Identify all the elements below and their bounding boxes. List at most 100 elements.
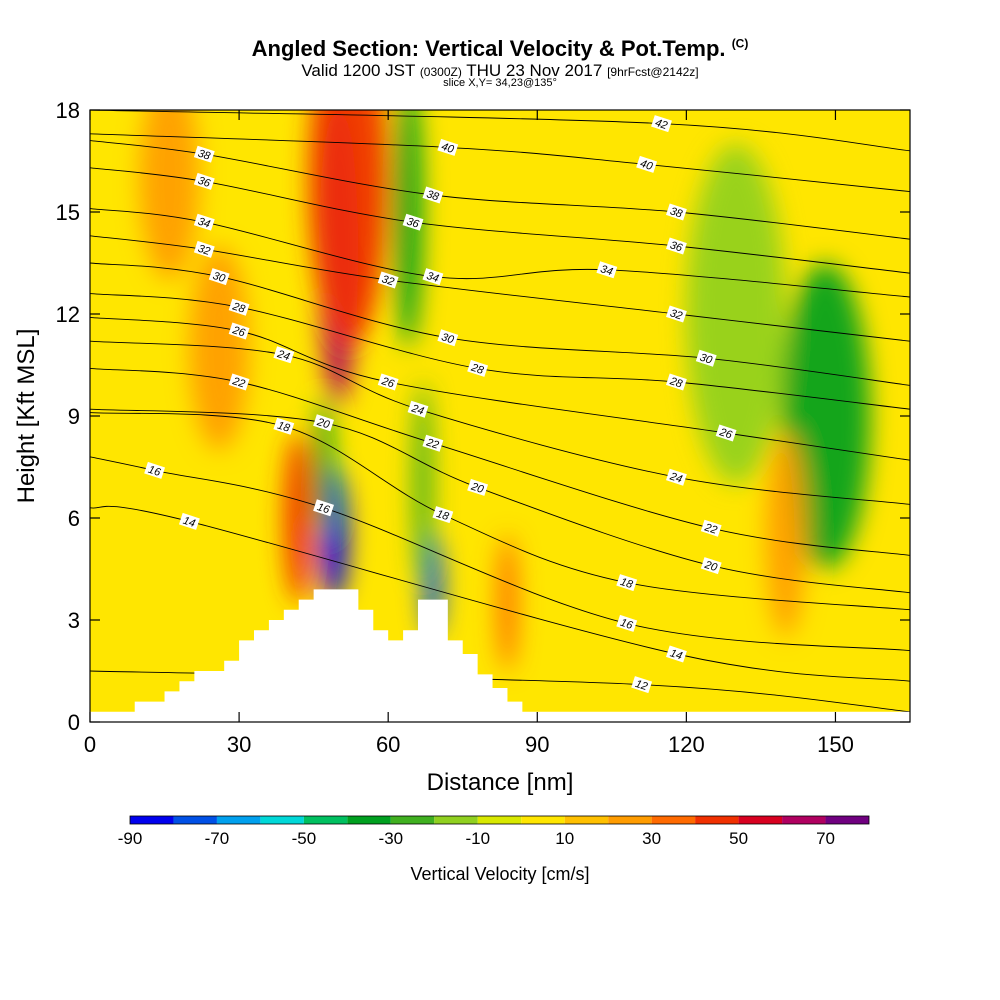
- isentrope-label: 36: [666, 237, 687, 255]
- x-axis-label: Distance [nm]: [427, 769, 574, 796]
- velocity-cell: [139, 110, 200, 280]
- isentrope-label: 34: [596, 261, 618, 279]
- isentrope-label-box: [700, 557, 722, 575]
- velocity-cell: [189, 246, 250, 450]
- isentrope-label-box: [273, 417, 295, 435]
- isentrope-label-box: [422, 268, 444, 286]
- isentrope-label: 26: [377, 373, 399, 391]
- colorbar-swatch: [130, 816, 174, 824]
- isentrope-label: 32: [666, 305, 687, 323]
- isentrope-label-text: 16: [147, 464, 163, 479]
- isentrope-label: 26: [228, 322, 250, 340]
- colorbar-swatch: [216, 816, 261, 824]
- isentrope-label-text: 32: [380, 273, 395, 288]
- isentrope-label-text: 26: [717, 426, 734, 442]
- colorbar-tick-label: -50: [292, 829, 317, 848]
- x-tick-label: 0: [84, 732, 96, 757]
- isentrope-label: 20: [467, 478, 489, 496]
- isentrope-label: 38: [193, 145, 215, 163]
- isentrope-label: 38: [666, 203, 687, 221]
- isentrope-label-box: [407, 400, 429, 418]
- velocity-cell: [686, 144, 786, 484]
- isentrope-line: [90, 235, 910, 342]
- velocity-field: [90, 110, 910, 722]
- colorbar-swatch: [303, 816, 348, 824]
- isentrope-label-text: 30: [698, 352, 714, 367]
- valid-date: THU 23 Nov 2017: [466, 61, 603, 80]
- colorbar: -90 -70 -50 -30 -10 10 30 50 70: [118, 815, 870, 848]
- isentrope-lines: [90, 110, 910, 713]
- isentrope-label-box: [422, 434, 444, 452]
- isentrope-label: 42: [651, 115, 672, 132]
- isentrope-label-text: 22: [702, 521, 718, 537]
- isentrope-label-text: 36: [668, 239, 684, 254]
- isentrope-label-text: 18: [619, 576, 635, 591]
- isentrope-line: [90, 367, 910, 556]
- isentrope-label-text: 34: [425, 270, 440, 285]
- isentrope-label: 18: [616, 574, 638, 592]
- colorbar-tick-label: -90: [118, 829, 143, 848]
- colorbar-swatch: [434, 816, 478, 824]
- isentrope-label: 16: [616, 614, 638, 632]
- isentrope-label-box: [596, 261, 618, 279]
- velocity-cell: [413, 382, 433, 586]
- y-tick-label: 3: [68, 608, 80, 633]
- y-tick-label: 6: [68, 506, 80, 531]
- isentrope-label-text: 26: [230, 324, 247, 340]
- isentrope-label-text: 28: [469, 361, 486, 377]
- isentrope-label-box: [631, 676, 653, 694]
- isentrope-label-text: 32: [668, 307, 683, 322]
- isentrope-label: 38: [422, 186, 444, 204]
- isentrope-label-box: [616, 574, 638, 592]
- isentrope-label-text: 22: [230, 375, 246, 391]
- title-mark: (C): [731, 36, 749, 51]
- isentrope-line: [90, 140, 910, 240]
- y-tick-label: 9: [68, 404, 80, 429]
- velocity-cell: [765, 433, 806, 637]
- isentrope-label: 18: [273, 417, 295, 435]
- isentrope-label-text: 40: [440, 141, 456, 156]
- isentrope-label: 36: [193, 172, 215, 190]
- isentrope-label-box: [666, 203, 687, 221]
- valid-utc: (0300Z): [419, 65, 462, 79]
- isentrope-line: [90, 262, 910, 386]
- isentrope-label-box: [422, 186, 444, 204]
- isentrope-label-text: 28: [230, 300, 247, 316]
- isentrope-label: 12: [631, 676, 653, 694]
- isentrope-line: [90, 208, 910, 298]
- isentrope-label-box: [313, 499, 334, 517]
- isentrope-label-text: 24: [409, 402, 425, 418]
- isentrope-label-text: 22: [424, 436, 440, 452]
- y-tick-label: 12: [56, 302, 80, 327]
- isentrope-label-box: [467, 359, 489, 377]
- isentrope-label: 34: [422, 268, 444, 286]
- isentrope-label-box: [616, 614, 638, 632]
- isentrope-label-text: 30: [211, 270, 227, 285]
- isentrope-label: 22: [228, 373, 250, 391]
- title-main: Angled Section: Vertical Velocity & Pot.…: [251, 36, 726, 61]
- isentrope-label-text: 30: [440, 331, 456, 346]
- isentrope-label-text: 34: [599, 263, 614, 278]
- isentrope-label-box: [193, 240, 215, 258]
- isentrope-label-box: [228, 373, 250, 391]
- x-tick-label: 30: [227, 732, 251, 757]
- isentrope-label-box: [432, 506, 454, 524]
- x-axis: 0 30 60 90 120 150: [84, 110, 854, 757]
- isentrope-label-box: [666, 305, 687, 323]
- y-tick-label: 18: [56, 98, 80, 123]
- isentrope-label-text: 24: [667, 470, 683, 486]
- isentrope-label: 14: [666, 645, 687, 663]
- isentrope-label-box: [193, 213, 215, 231]
- colorbar-tick-label: -10: [465, 829, 490, 848]
- isentrope-line: [90, 340, 910, 505]
- isentrope-label-box: [228, 298, 250, 316]
- isentrope-label-box: [695, 349, 717, 367]
- isentrope-label-box: [377, 271, 399, 289]
- isentrope-label-text: 28: [667, 375, 684, 391]
- isentrope-label-box: [313, 414, 334, 432]
- isentrope-label: 18: [432, 506, 454, 524]
- isentrope-label: 32: [193, 240, 215, 258]
- colorbar-label: Vertical Velocity [cm/s]: [410, 864, 589, 884]
- isentrope-label: 14: [178, 512, 200, 530]
